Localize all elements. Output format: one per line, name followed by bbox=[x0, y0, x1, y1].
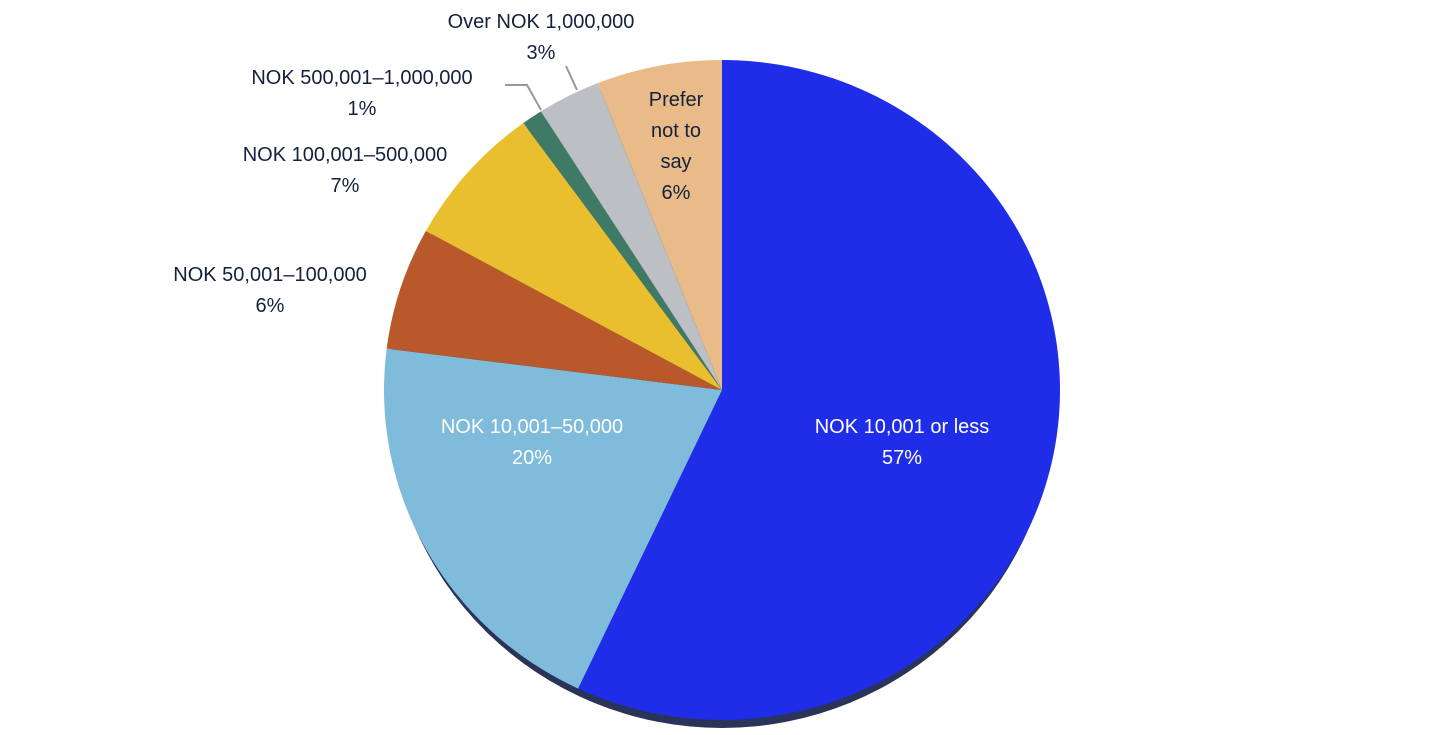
slice-label: NOK 100,001–500,000 7% bbox=[243, 140, 448, 202]
pie-slice bbox=[597, 60, 722, 390]
category-label: NOK 50,001–100,000 bbox=[173, 264, 367, 286]
category-label: NOK 10,001–50,000 bbox=[440, 416, 624, 438]
slice-label: Prefer not to say 6% bbox=[636, 85, 716, 209]
category-label: Prefer not to say bbox=[648, 89, 704, 173]
value-label: 20% bbox=[511, 447, 553, 469]
pie-slice bbox=[425, 123, 722, 391]
slice-label: NOK 500,001–1,000,000 1% bbox=[251, 63, 472, 125]
value-label: 57% bbox=[881, 447, 923, 469]
value-label: 1% bbox=[347, 98, 377, 120]
slice-label: NOK 50,001–100,000 6% bbox=[173, 260, 367, 322]
value-label: 6% bbox=[661, 182, 691, 204]
value-label: 6% bbox=[255, 295, 285, 317]
slice-label: NOK 10,001 or less 57% bbox=[815, 412, 990, 474]
slice-label: Over NOK 1,000,000 3% bbox=[448, 7, 635, 69]
pie-slice bbox=[540, 83, 722, 390]
pie-slice bbox=[383, 348, 722, 689]
leader-line bbox=[505, 84, 542, 111]
category-label: Over NOK 1,000,000 bbox=[447, 11, 635, 33]
pie-slice bbox=[578, 60, 1060, 720]
category-label: NOK 10,001 or less bbox=[814, 416, 990, 438]
value-label: 7% bbox=[330, 175, 360, 197]
leader-line bbox=[565, 65, 578, 91]
value-label: 3% bbox=[526, 42, 556, 64]
category-label: NOK 100,001–500,000 bbox=[242, 144, 448, 166]
category-label: NOK 500,001–1,000,000 bbox=[251, 67, 473, 89]
pie-slice bbox=[386, 231, 722, 390]
slice-label: NOK 10,001–50,000 20% bbox=[441, 412, 623, 474]
pie-slice bbox=[523, 111, 722, 390]
